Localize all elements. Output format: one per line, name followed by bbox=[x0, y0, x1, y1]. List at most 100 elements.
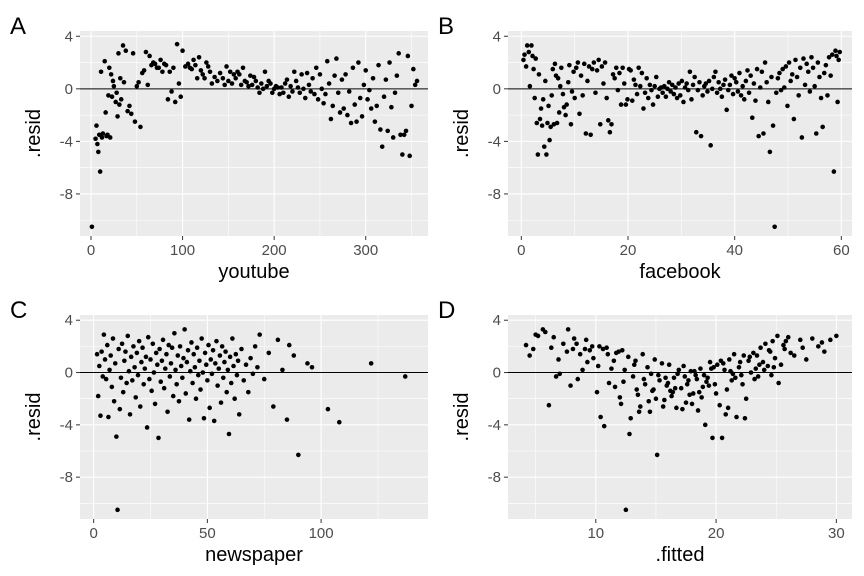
data-point bbox=[700, 384, 706, 390]
data-point bbox=[142, 366, 148, 371]
data-point bbox=[557, 83, 563, 89]
data-point bbox=[729, 378, 735, 383]
data-point bbox=[117, 406, 123, 412]
data-point bbox=[677, 93, 683, 98]
data-point bbox=[147, 53, 152, 59]
data-point bbox=[208, 357, 214, 362]
data-point bbox=[706, 78, 712, 84]
data-point bbox=[271, 404, 276, 409]
data-point bbox=[95, 141, 100, 147]
data-point bbox=[414, 78, 420, 84]
data-point bbox=[612, 76, 617, 81]
x-tick-label: 0 bbox=[517, 242, 525, 259]
data-point bbox=[788, 78, 793, 84]
data-point bbox=[262, 69, 268, 75]
data-point bbox=[123, 48, 129, 54]
y-axis-title: .resid bbox=[23, 393, 45, 442]
data-point bbox=[785, 103, 790, 109]
data-point bbox=[106, 414, 111, 420]
data-point bbox=[599, 64, 605, 69]
data-point bbox=[195, 372, 201, 378]
data-point bbox=[609, 366, 614, 371]
data-point bbox=[201, 416, 207, 421]
data-point bbox=[785, 334, 791, 340]
data-point bbox=[622, 367, 627, 373]
data-point bbox=[109, 384, 115, 390]
data-point bbox=[100, 131, 106, 136]
data-point bbox=[772, 224, 777, 230]
data-point bbox=[217, 353, 223, 358]
data-point bbox=[837, 49, 843, 55]
data-point bbox=[291, 353, 297, 358]
data-point bbox=[305, 361, 310, 366]
data-point bbox=[204, 60, 209, 65]
data-point bbox=[110, 78, 116, 84]
data-point bbox=[219, 344, 225, 349]
data-point bbox=[634, 387, 639, 392]
data-point bbox=[719, 435, 725, 441]
data-point bbox=[185, 348, 191, 353]
data-point bbox=[309, 365, 315, 370]
y-tick-label: -4 bbox=[60, 133, 73, 150]
data-point bbox=[698, 366, 703, 371]
data-point bbox=[268, 81, 273, 86]
x-tick-label: 50 bbox=[199, 525, 216, 542]
x-tick-label: 20 bbox=[620, 242, 637, 259]
data-point bbox=[693, 372, 698, 378]
x-tick-label: 100 bbox=[170, 242, 195, 259]
data-point bbox=[231, 72, 237, 77]
data-point bbox=[581, 61, 587, 67]
data-point bbox=[527, 83, 533, 89]
data-point bbox=[246, 83, 251, 89]
y-tick-label: 4 bbox=[65, 28, 73, 45]
data-point bbox=[403, 128, 409, 134]
data-point bbox=[243, 362, 249, 367]
data-point bbox=[605, 351, 611, 357]
data-point bbox=[206, 342, 211, 348]
data-point bbox=[642, 90, 648, 96]
data-point bbox=[645, 365, 650, 370]
data-point bbox=[222, 359, 227, 365]
data-point bbox=[296, 452, 301, 458]
data-point bbox=[387, 60, 392, 65]
data-point bbox=[288, 83, 293, 89]
data-point bbox=[742, 416, 748, 421]
data-point bbox=[248, 355, 253, 361]
data-point bbox=[180, 48, 185, 54]
data-point bbox=[800, 345, 805, 350]
x-tick-label: 100 bbox=[309, 525, 334, 542]
data-point bbox=[138, 124, 143, 130]
data-point bbox=[834, 333, 839, 339]
data-point bbox=[753, 98, 758, 103]
data-point bbox=[722, 77, 728, 82]
data-point bbox=[663, 375, 668, 381]
data-point bbox=[184, 359, 190, 365]
data-point bbox=[652, 357, 658, 362]
data-point bbox=[765, 99, 771, 105]
data-point bbox=[526, 49, 532, 55]
data-point bbox=[156, 435, 161, 441]
y-tick-label: -4 bbox=[488, 417, 501, 434]
data-point bbox=[317, 72, 323, 77]
data-point bbox=[710, 435, 715, 441]
data-point bbox=[601, 81, 606, 86]
data-point bbox=[281, 90, 286, 96]
data-point bbox=[563, 112, 568, 118]
data-point bbox=[532, 95, 537, 101]
data-point bbox=[783, 64, 789, 69]
data-point bbox=[238, 82, 244, 88]
data-point bbox=[730, 91, 736, 97]
data-point bbox=[611, 358, 617, 364]
data-point bbox=[182, 327, 187, 332]
data-point bbox=[651, 387, 656, 392]
data-point bbox=[354, 119, 359, 124]
data-point bbox=[618, 102, 624, 107]
data-point bbox=[689, 401, 695, 407]
data-point bbox=[107, 367, 112, 373]
data-point bbox=[620, 65, 625, 71]
data-point bbox=[94, 351, 100, 357]
data-point bbox=[544, 152, 549, 157]
data-point bbox=[807, 89, 813, 94]
data-point bbox=[641, 106, 646, 111]
data-point bbox=[134, 350, 140, 356]
